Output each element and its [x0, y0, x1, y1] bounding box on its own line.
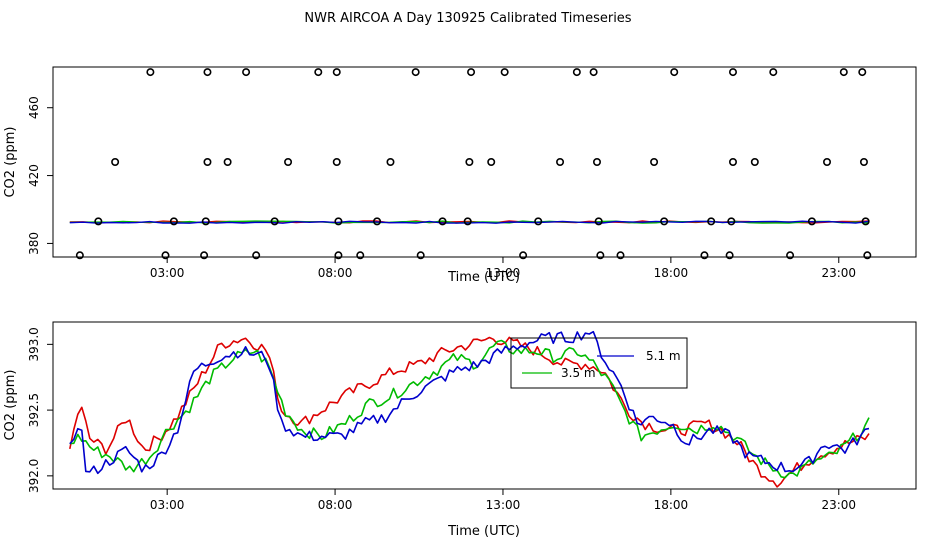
- series-line: [69, 330, 870, 475]
- standard-point: [863, 251, 872, 260]
- standard-point: [589, 68, 598, 77]
- standard-point: [769, 68, 778, 77]
- y-axis-title-calibration: CO2 (ppm): [3, 126, 18, 197]
- standard-point: [786, 251, 795, 260]
- standard-point: [146, 68, 155, 77]
- y-axis-timeseries: 392.0 392.5 393.0: [27, 327, 53, 493]
- standard-point: [616, 251, 625, 260]
- standard-point: [500, 68, 509, 77]
- standard-point: [332, 68, 341, 77]
- standard-point: [823, 158, 832, 167]
- standard-point: [728, 68, 737, 77]
- x-axis-title-calibration: Time (UTC): [447, 270, 520, 285]
- standard-point: [650, 158, 659, 167]
- standard-point: [416, 251, 425, 260]
- standard-point: [75, 251, 84, 260]
- standard-point: [572, 68, 581, 77]
- y-tick-label: 420: [27, 164, 41, 187]
- standard-point: [356, 251, 365, 260]
- y-tick-label: 392.0: [27, 459, 41, 493]
- standard-point: [858, 68, 867, 77]
- x-tick-label: 23:00: [821, 498, 856, 512]
- x-tick-label: 23:00: [821, 266, 856, 280]
- standard-point: [465, 158, 474, 167]
- y-axis-title-timeseries: CO2 (ppm): [3, 369, 18, 440]
- standard-point: [700, 251, 709, 260]
- standard-point: [467, 68, 476, 77]
- standard-point: [200, 251, 209, 260]
- standard-point: [411, 68, 420, 77]
- series-line: [69, 339, 870, 479]
- standard-point: [861, 217, 870, 226]
- y-tick-label: 393.0: [27, 327, 41, 361]
- reference-lines: [69, 220, 870, 224]
- panel-frame-timeseries: [52, 321, 917, 490]
- standard-point: [487, 158, 496, 167]
- x-tick-label: 18:00: [654, 266, 689, 280]
- standard-point: [169, 217, 178, 226]
- x-tick-label: 03:00: [150, 266, 185, 280]
- standard-point: [839, 68, 848, 77]
- co2-series: [69, 330, 870, 488]
- standard-point: [519, 251, 528, 260]
- standard-point: [386, 158, 395, 167]
- standard-point: [203, 68, 212, 77]
- standard-point: [94, 217, 103, 226]
- x-axis-timeseries: 03:00 08:00 13:00 18:00 23:00: [150, 489, 856, 512]
- y-tick-label: 460: [27, 96, 41, 119]
- standard-point: [334, 251, 343, 260]
- standard-point: [534, 217, 543, 226]
- legend: 5.1 m 3.5 m: [510, 337, 688, 389]
- panel-calibration: 03:00 08:00 13:00 18:00 23:00 380 420 460 Time…: [3, 66, 917, 285]
- standard-point: [438, 217, 447, 226]
- standard-point: [284, 158, 293, 167]
- standard-point: [859, 158, 868, 167]
- standard-point: [807, 217, 816, 226]
- standard-point: [223, 158, 232, 167]
- x-tick-label: 18:00: [654, 498, 689, 512]
- standard-point: [242, 68, 251, 77]
- standard-point: [670, 68, 679, 77]
- standard-point: [203, 158, 212, 167]
- series-line: [69, 336, 870, 488]
- standard-point: [270, 217, 279, 226]
- standard-point: [252, 251, 261, 260]
- standard-point: [463, 217, 472, 226]
- standard-point: [707, 217, 716, 226]
- standard-points: [75, 68, 872, 260]
- x-tick-label: 08:00: [318, 498, 353, 512]
- standard-point: [201, 217, 210, 226]
- x-tick-label: 08:00: [318, 266, 353, 280]
- standard-point: [314, 68, 323, 77]
- panel-frame-calibration: [52, 66, 917, 258]
- legend-label: 5.1 m: [646, 349, 681, 363]
- standard-point: [725, 251, 734, 260]
- standard-point: [161, 251, 170, 260]
- standard-point: [594, 217, 603, 226]
- standard-point: [660, 217, 669, 226]
- legend-label: 3.5 m: [561, 366, 596, 380]
- standard-point: [556, 158, 565, 167]
- standard-point: [728, 158, 737, 167]
- standard-point: [111, 158, 120, 167]
- standard-point: [727, 217, 736, 226]
- standard-point: [332, 158, 341, 167]
- panel-timeseries: 03:00 08:00 13:00 18:00 23:00 392.0 392.5 393.…: [3, 321, 917, 539]
- legend-box: [510, 337, 688, 389]
- y-tick-label: 380: [27, 232, 41, 255]
- standard-point: [596, 251, 605, 260]
- figure-title: NWR AIRCOA A Day 130925 Calibrated Times…: [304, 11, 631, 26]
- standard-point: [373, 217, 382, 226]
- y-axis-calibration: 380 420 460: [27, 96, 53, 255]
- standard-point: [592, 158, 601, 167]
- x-tick-label: 13:00: [486, 498, 521, 512]
- x-axis-calibration: 03:00 08:00 13:00 18:00 23:00: [150, 257, 856, 280]
- x-axis-title-timeseries: Time (UTC): [447, 524, 520, 539]
- y-tick-label: 392.5: [27, 393, 41, 427]
- x-tick-label: 03:00: [150, 498, 185, 512]
- standard-point: [334, 217, 343, 226]
- x-tick-label: 13:00: [486, 266, 521, 280]
- standard-point: [750, 158, 759, 167]
